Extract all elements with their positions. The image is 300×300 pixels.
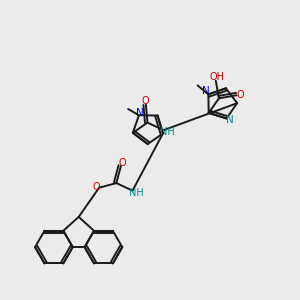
Text: O: O xyxy=(141,96,149,106)
Text: O: O xyxy=(237,90,244,100)
Text: N: N xyxy=(226,116,233,125)
Text: N: N xyxy=(136,108,144,118)
Text: NH: NH xyxy=(160,127,175,137)
Text: NH: NH xyxy=(129,188,144,198)
Text: N: N xyxy=(202,86,210,96)
Text: O: O xyxy=(92,182,100,192)
Text: OH: OH xyxy=(209,72,224,82)
Text: O: O xyxy=(118,158,126,168)
